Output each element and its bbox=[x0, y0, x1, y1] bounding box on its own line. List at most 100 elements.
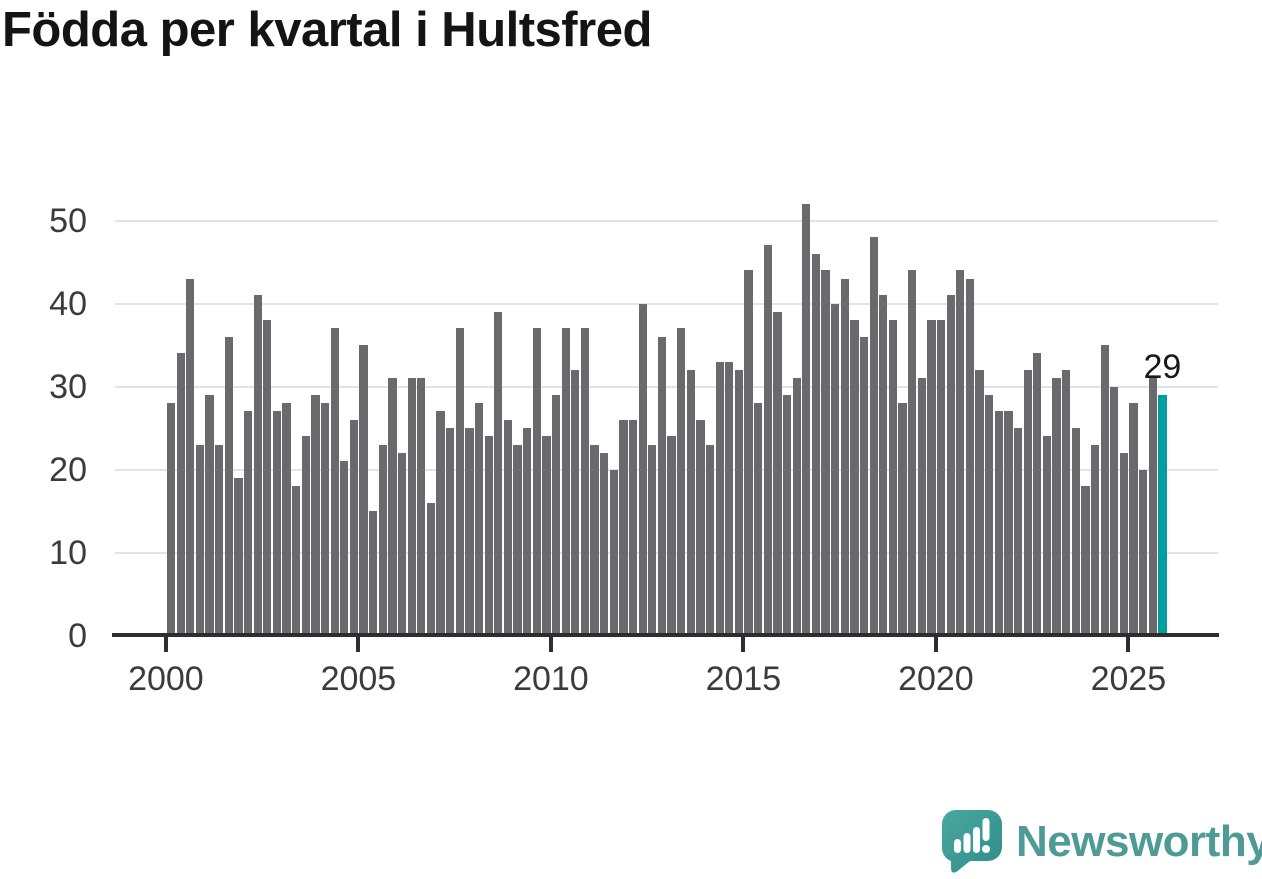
bar-2008-q4 bbox=[503, 419, 513, 636]
bar-2017-q4 bbox=[850, 320, 859, 636]
bar-2015-q3 bbox=[763, 245, 772, 636]
bar-2023-q2 bbox=[1062, 369, 1071, 636]
newsworthy-brand: Newsworthy bbox=[941, 806, 1262, 878]
bar-2002-q4 bbox=[272, 411, 282, 636]
bar-2007-q2 bbox=[446, 428, 455, 636]
exclamation-stem bbox=[982, 818, 990, 841]
bar-2002-q3 bbox=[263, 320, 272, 636]
bar-2012-q3 bbox=[648, 444, 657, 636]
bar-2025-q3 bbox=[1148, 378, 1157, 636]
bar-2014-q3 bbox=[725, 361, 734, 636]
bar-2001-q4 bbox=[234, 477, 243, 636]
x-axis-label-2020: 2020 bbox=[898, 660, 974, 698]
x-tick-2005 bbox=[356, 637, 361, 652]
bar-2023-q1 bbox=[1052, 378, 1061, 636]
x-tick-2000 bbox=[163, 637, 168, 652]
x-tick-2025 bbox=[1126, 637, 1131, 652]
bar-2018-q4 bbox=[888, 320, 898, 636]
x-axis-label-2000: 2000 bbox=[128, 660, 204, 698]
bar-2024-q2 bbox=[1100, 345, 1109, 636]
bar-2006-q2 bbox=[407, 378, 416, 636]
bar-2007-q1 bbox=[436, 411, 445, 636]
gridline-y-50 bbox=[115, 219, 1218, 222]
bar-2020-q4 bbox=[965, 278, 975, 636]
latest-value-label: 29 bbox=[1143, 347, 1182, 386]
bar-2018-q2 bbox=[869, 237, 878, 636]
x-axis-label-2010: 2010 bbox=[513, 660, 589, 698]
bar-2015-q4 bbox=[773, 311, 782, 636]
bar-2021-q2 bbox=[985, 394, 994, 636]
bar-2022-q1 bbox=[1013, 428, 1023, 636]
newsworthy-logo-icon bbox=[941, 810, 1002, 873]
y-axis-label-40: 40 bbox=[49, 284, 87, 323]
gridline-y-20 bbox=[115, 468, 1218, 471]
bar-2016-q4 bbox=[811, 253, 821, 636]
bar-2004-q4 bbox=[349, 419, 359, 636]
bar-2007-q4 bbox=[465, 428, 474, 636]
bar-2012-q2 bbox=[638, 303, 647, 636]
bar-2013-q1 bbox=[667, 436, 676, 636]
bar-2003-q4 bbox=[311, 394, 320, 636]
bar-2019-q1 bbox=[898, 403, 907, 636]
bar-2013-q4 bbox=[696, 419, 705, 636]
bar-2000-q1 bbox=[166, 403, 176, 636]
bar-2010-q4 bbox=[580, 328, 590, 636]
x-axis-label-2025: 2025 bbox=[1090, 660, 1167, 698]
y-axis-label-50: 50 bbox=[49, 201, 87, 240]
bar-2017-q3 bbox=[840, 278, 849, 636]
y-axis-label-10: 10 bbox=[49, 533, 87, 572]
bar-2008-q1 bbox=[474, 403, 484, 636]
bar-2011-q2 bbox=[600, 452, 609, 636]
bar-2019-q3 bbox=[917, 378, 926, 636]
bar-2024-q4 bbox=[1119, 452, 1129, 636]
bar-2013-q2 bbox=[677, 328, 686, 636]
bar-2018-q3 bbox=[879, 295, 888, 636]
exclamation-dot bbox=[982, 845, 990, 853]
bar-2015-q1 bbox=[744, 270, 753, 636]
y-axis-label-30: 30 bbox=[49, 367, 87, 406]
bar-2004-q2 bbox=[330, 328, 339, 636]
bar-2012-q4 bbox=[657, 336, 667, 636]
x-axis-label-2015: 2015 bbox=[705, 660, 782, 698]
bar-2023-q4 bbox=[1081, 486, 1090, 636]
bar-2000-q3 bbox=[186, 278, 195, 636]
bar-2019-q4 bbox=[927, 320, 936, 636]
bar-2011-q1 bbox=[590, 444, 599, 636]
bar-2020-q3 bbox=[956, 270, 965, 636]
bar-2024-q1 bbox=[1090, 444, 1100, 636]
bar-2023-q3 bbox=[1071, 428, 1080, 636]
bar-2025-q1 bbox=[1129, 403, 1138, 636]
x-tick-2010 bbox=[548, 637, 553, 652]
mini-bar-1 bbox=[954, 839, 961, 853]
gridline-y-40 bbox=[115, 302, 1218, 305]
x-axis-label-2005: 2005 bbox=[320, 660, 397, 698]
bar-2014-q1 bbox=[705, 444, 715, 636]
speech-bubble-shape bbox=[941, 810, 1002, 873]
bar-2021-q4 bbox=[1004, 411, 1013, 636]
bar-2011-q4 bbox=[619, 419, 628, 636]
bar-2016-q1 bbox=[782, 394, 792, 636]
bar-2009-q2 bbox=[523, 428, 532, 636]
bar-2005-q4 bbox=[388, 378, 397, 636]
x-tick-2020 bbox=[933, 637, 938, 652]
bar-2006-q1 bbox=[397, 452, 407, 636]
bar-2000-q2 bbox=[176, 353, 185, 636]
bar-2012-q1 bbox=[628, 419, 638, 636]
mini-bar-3 bbox=[973, 827, 980, 853]
x-axis-line bbox=[112, 633, 1219, 637]
bar-2009-q4 bbox=[542, 436, 551, 636]
bar-2010-q1 bbox=[551, 394, 561, 636]
bar-2018-q1 bbox=[859, 336, 869, 636]
bar-2005-q3 bbox=[378, 444, 387, 636]
bar-2009-q3 bbox=[532, 328, 541, 636]
y-axis-label-0: 0 bbox=[68, 616, 87, 655]
newsworthy-wordmark: Newsworthy bbox=[1016, 817, 1262, 866]
bar-2010-q3 bbox=[571, 369, 580, 636]
mini-bar-2 bbox=[963, 833, 971, 853]
bar-2025-q4 bbox=[1158, 394, 1167, 636]
bar-2020-q2 bbox=[946, 295, 955, 636]
gridline-y-10 bbox=[115, 551, 1218, 554]
bar-2006-q4 bbox=[426, 502, 436, 636]
